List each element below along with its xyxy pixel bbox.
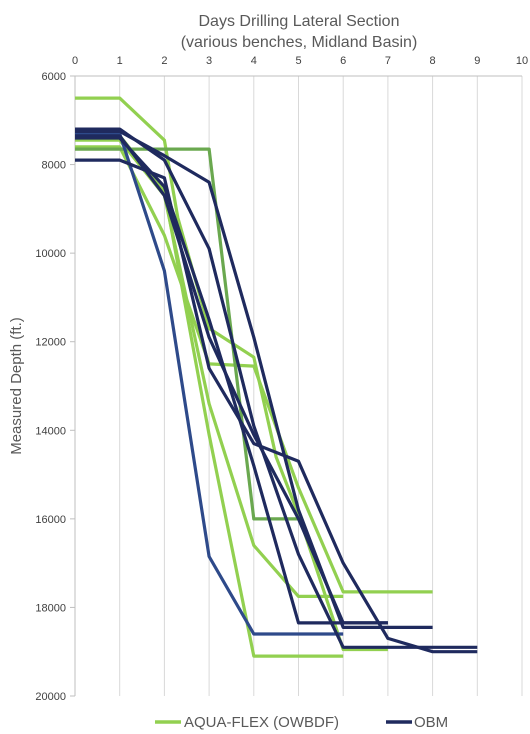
legend-label-aqua-flex: AQUA-FLEX (OWBDF) (184, 714, 339, 731)
series-line-obm-11 (75, 136, 388, 625)
series-line-obm-7 (75, 158, 478, 654)
x-tick-label-8: 8 (430, 55, 436, 67)
x-tick-labels: 0 1 2 3 4 5 6 7 8 9 10 (72, 55, 528, 67)
y-tick-labels: 6000 8000 10000 12000 14000 16000 18000 20000 (35, 71, 66, 703)
y-tick-label-18000: 18000 (35, 602, 66, 614)
series-line-aqua-flex-1 (75, 96, 388, 652)
y-tick-label-14000: 14000 (35, 425, 66, 437)
series-line-aqua-flex-5 (75, 147, 299, 521)
chart-subtitle: (various benches, Midland Basin) (181, 34, 418, 51)
x-tick-label-10: 10 (516, 55, 528, 67)
x-tick-label-5: 5 (295, 55, 301, 67)
legend-label-obm: OBM (414, 714, 448, 731)
legend: AQUA-FLEX (OWBDF) OBM (155, 714, 448, 731)
y-tick-label-20000: 20000 (35, 691, 66, 703)
y-tick-label-8000: 8000 (42, 160, 66, 172)
y-tick-label-10000: 10000 (35, 248, 66, 260)
x-tick-label-0: 0 (72, 55, 78, 67)
x-tick-label-1: 1 (117, 55, 123, 67)
y-tick-label-6000: 6000 (42, 71, 66, 83)
series-lines (75, 96, 478, 658)
y-axis-label: Measured Depth (ft.) (8, 317, 25, 455)
chart-title: Days Drilling Lateral Section (199, 13, 400, 30)
y-tick-label-12000: 12000 (35, 337, 66, 349)
x-tick-label-4: 4 (251, 55, 257, 67)
x-tick-label-3: 3 (206, 55, 212, 67)
x-tick-label-7: 7 (385, 55, 391, 67)
x-tick-label-2: 2 (161, 55, 167, 67)
x-tick-label-9: 9 (474, 55, 480, 67)
x-tick-label-6: 6 (340, 55, 346, 67)
series-line-obm-6 (75, 132, 344, 636)
y-tick-label-16000: 16000 (35, 514, 66, 526)
